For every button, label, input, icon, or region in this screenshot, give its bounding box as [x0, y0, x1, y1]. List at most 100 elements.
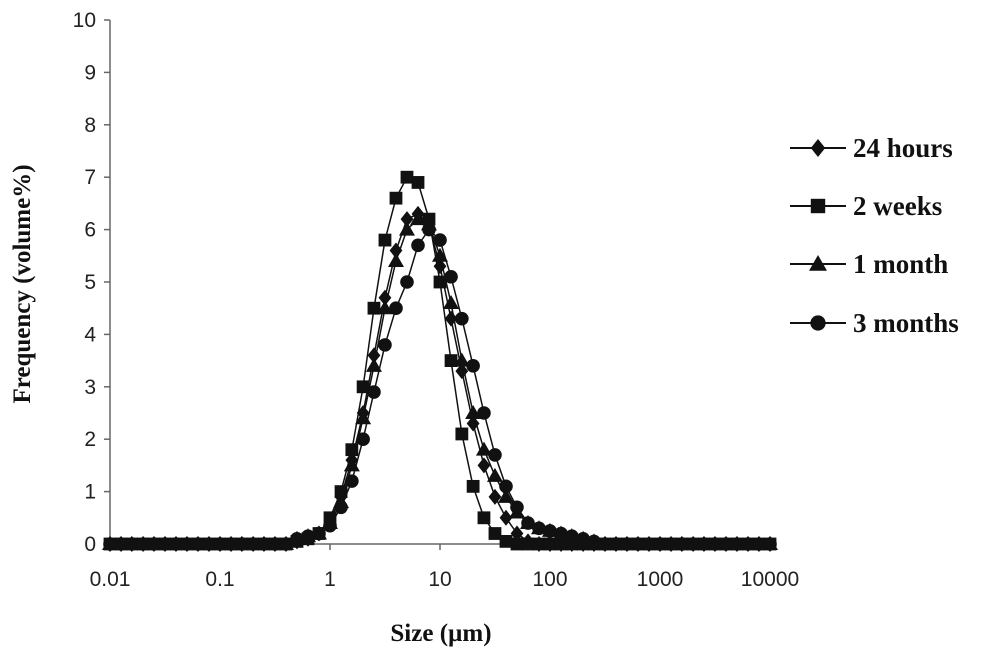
data-point-circle [466, 359, 480, 373]
x-axis-title: Size (µm) [390, 620, 491, 647]
data-point-circle [499, 479, 513, 494]
data-point-circle [554, 526, 568, 541]
data-point-diamond [378, 289, 392, 306]
data-point-circle [598, 537, 612, 551]
data-point-circle [576, 531, 590, 546]
data-point-circle [543, 524, 557, 538]
data-point-circle [158, 537, 172, 551]
data-point-square [400, 170, 414, 184]
data-point-circle [389, 301, 403, 316]
data-point-circle [730, 537, 744, 551]
data-point-square [554, 537, 568, 551]
data-point-circle [532, 521, 546, 536]
data-point-circle [400, 275, 414, 289]
legend-marker-circle [810, 315, 826, 331]
y-tick-label: 5 [84, 271, 96, 294]
data-point-circle [213, 537, 227, 551]
data-point-circle [521, 516, 535, 530]
data-point-circle [565, 529, 579, 543]
data-point-circle [642, 537, 656, 551]
data-point-circle [180, 537, 194, 551]
y-tick-label: 4 [84, 323, 96, 346]
data-point-circle [334, 500, 348, 515]
data-point-circle [191, 537, 205, 551]
legend: 24 hours 2 weeks 1 month 3 months [790, 133, 959, 338]
data-point-circle [411, 238, 425, 253]
data-point-diamond [389, 242, 403, 259]
data-point-square [543, 537, 557, 551]
data-point-circle [653, 537, 667, 551]
x-tick-label: 1000 [637, 568, 684, 591]
data-point-circle [345, 474, 359, 488]
x-tick-label: 10 [428, 568, 451, 591]
data-point-circle [510, 500, 524, 515]
legend-item: 24 hours [790, 133, 953, 163]
data-point-triangle [486, 467, 503, 482]
data-point-circle [697, 537, 711, 551]
data-point-circle [224, 537, 238, 551]
y-tick-label: 6 [84, 219, 96, 242]
data-point-square [499, 534, 513, 548]
y-tick-label: 8 [84, 114, 96, 137]
data-point-triangle [465, 405, 482, 419]
data-point-circle [675, 537, 689, 551]
data-point-circle [378, 338, 392, 352]
legend-label: 24 hours [853, 133, 953, 163]
data-point-circle [752, 537, 766, 551]
data-point-square [334, 485, 348, 498]
data-point-circle [631, 537, 645, 551]
data-point-circle [367, 385, 381, 399]
data-point-triangle [398, 221, 415, 236]
legend-label: 2 weeks [853, 191, 942, 221]
data-point-circle [290, 531, 304, 546]
legend-marker-diamond [810, 139, 826, 157]
legend-item: 2 weeks [790, 191, 942, 221]
data-point-circle [257, 537, 271, 551]
y-tick-label: 1 [84, 481, 96, 504]
data-point-diamond [499, 509, 513, 526]
y-tick-label: 3 [84, 376, 96, 399]
data-point-circle [587, 534, 601, 549]
data-point-diamond [433, 258, 447, 275]
y-tick-label: 9 [84, 61, 96, 84]
data-point-circle [433, 233, 447, 247]
data-point-circle [235, 537, 249, 551]
data-point-square [521, 537, 535, 551]
legend-item: 1 month [790, 249, 948, 279]
data-point-square [367, 301, 381, 315]
y-tick-label: 0 [84, 533, 96, 556]
data-point-square [510, 537, 524, 551]
data-point-square [378, 233, 392, 247]
series-layer [102, 170, 778, 552]
data-point-circle [708, 537, 722, 551]
data-point-circle [488, 448, 502, 462]
legend-item: 3 months [790, 308, 959, 338]
data-point-circle [686, 537, 700, 551]
data-point-circle [279, 537, 293, 551]
data-point-square [488, 527, 502, 540]
data-point-circle [455, 311, 469, 326]
data-point-triangle [376, 300, 393, 315]
data-point-circle [301, 529, 315, 543]
x-tick-label: 0.01 [90, 568, 131, 591]
data-point-diamond [510, 525, 524, 542]
data-point-circle [356, 432, 370, 447]
data-point-circle [136, 537, 150, 551]
data-point-square [411, 176, 425, 189]
x-tick-label: 10000 [741, 568, 799, 591]
data-point-circle [246, 537, 260, 551]
legend-label: 1 month [853, 249, 948, 279]
data-point-triangle [410, 211, 427, 226]
data-point-circle [169, 537, 183, 551]
data-point-square [532, 537, 546, 551]
data-point-square [477, 511, 491, 525]
data-point-circle [125, 537, 139, 551]
data-point-circle [114, 537, 128, 551]
data-point-square [389, 191, 403, 205]
legend-label: 3 months [853, 308, 959, 338]
data-point-square [433, 275, 447, 289]
data-point-circle [609, 537, 623, 551]
data-point-circle [444, 269, 458, 284]
data-point-circle [103, 537, 117, 551]
data-point-diamond [466, 415, 480, 432]
